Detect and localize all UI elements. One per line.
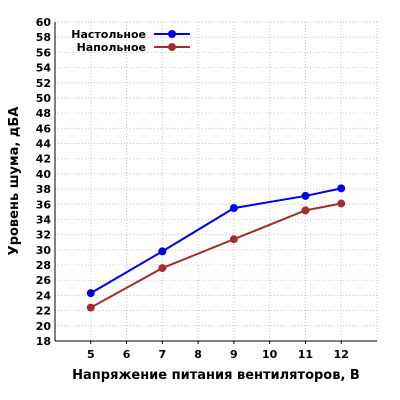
grid [55, 21, 378, 342]
legend-swatch-marker [168, 30, 176, 38]
data-point [229, 204, 238, 213]
legend-label: Настольное [71, 28, 146, 41]
x-tick-label: 11 [298, 348, 313, 361]
x-tick-label: 8 [194, 348, 202, 361]
y-tick-label: 60 [36, 16, 52, 29]
x-tick-label: 6 [123, 348, 131, 361]
x-tick-label: 5 [87, 348, 95, 361]
data-point [86, 303, 95, 312]
data-point [301, 191, 310, 200]
y-tick-label: 50 [36, 92, 52, 105]
x-axis-title: Напряжение питания вентиляторов, В [72, 368, 360, 383]
legend-swatch-marker [168, 43, 176, 51]
y-tick-label: 20 [36, 320, 52, 333]
x-tick-labels: 5 6 7 8 9 10 11 12 [87, 341, 349, 361]
data-point [337, 184, 346, 193]
y-tick-label: 52 [36, 77, 51, 90]
axes [54, 22, 377, 342]
y-tick-label: 30 [36, 244, 52, 257]
data-point [337, 199, 346, 208]
y-tick-label: 28 [36, 259, 51, 272]
y-tick-label: 58 [36, 31, 51, 44]
series-line-0 [90, 187, 342, 295]
y-tick-label: 48 [36, 107, 51, 120]
data-point [158, 264, 167, 273]
x-tick-label: 7 [159, 348, 167, 361]
x-tick-label: 9 [230, 348, 238, 361]
data-point [301, 206, 310, 215]
y-tick-label: 38 [36, 183, 51, 196]
y-tick-label: 44 [36, 138, 52, 151]
y-axis-title: Уровень шума, дБА [7, 107, 22, 256]
y-tick-label: 36 [36, 198, 52, 211]
data-point [86, 289, 95, 298]
y-tick-label: 34 [36, 213, 52, 226]
data-point [158, 247, 167, 256]
data-point [229, 235, 238, 244]
y-tick-label: 18 [36, 335, 51, 348]
x-tick-label: 10 [262, 348, 278, 361]
x-tick-label: 12 [334, 348, 349, 361]
legend-label: Напольное [77, 41, 146, 54]
y-tick-label: 32 [36, 229, 51, 242]
y-tick-label: 24 [36, 289, 52, 302]
y-tick-label: 40 [36, 168, 52, 181]
series-layer [86, 184, 346, 312]
y-tick-label: 22 [36, 305, 51, 318]
y-tick-label: 56 [36, 46, 52, 59]
y-tick-label: 26 [36, 274, 52, 287]
y-tick-label: 54 [36, 62, 52, 75]
y-tick-labels: 18 20 22 24 26 28 30 32 34 36 38 40 42 44 46 48 50 52 54 56… [36, 16, 52, 348]
y-tick-label: 42 [36, 153, 51, 166]
y-tick-label: 46 [36, 122, 52, 135]
